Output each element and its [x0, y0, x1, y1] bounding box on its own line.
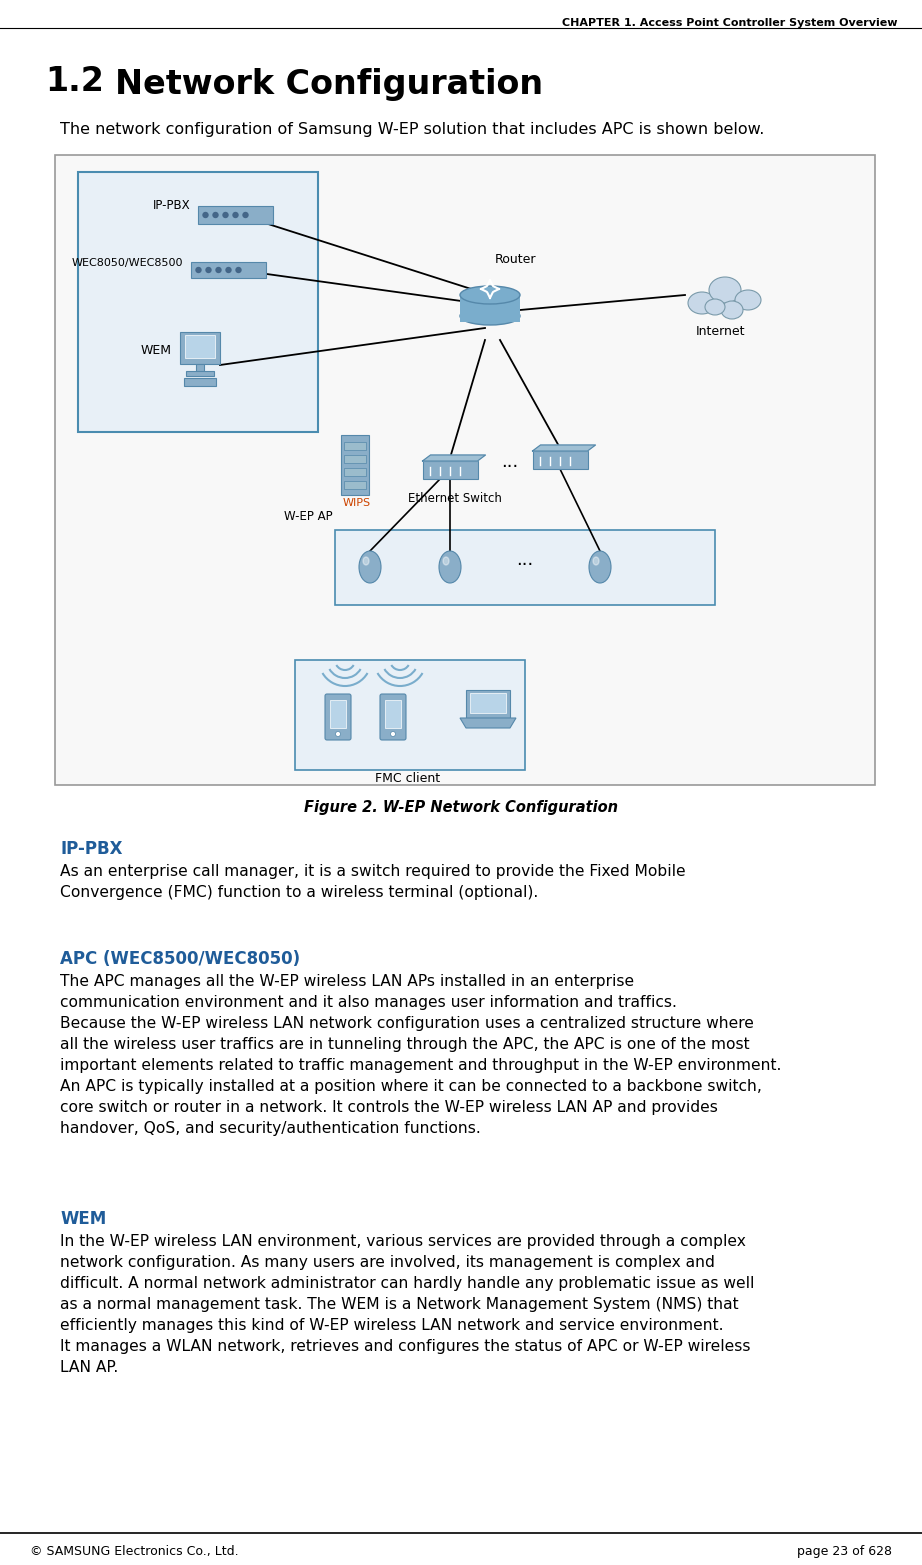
Ellipse shape: [721, 300, 743, 319]
Circle shape: [391, 731, 396, 737]
Bar: [344, 441, 366, 451]
Ellipse shape: [359, 551, 381, 584]
Circle shape: [196, 268, 201, 272]
FancyBboxPatch shape: [385, 700, 401, 728]
Text: As an enterprise call manager, it is a switch required to provide the Fixed Mobi: As an enterprise call manager, it is a s…: [60, 864, 686, 900]
Polygon shape: [533, 444, 596, 451]
Polygon shape: [460, 718, 516, 728]
Ellipse shape: [443, 557, 449, 565]
Text: Figure 2. W-EP Network Configuration: Figure 2. W-EP Network Configuration: [304, 800, 618, 815]
Text: © SAMSUNG Electronics Co., Ltd.: © SAMSUNG Electronics Co., Ltd.: [30, 1545, 239, 1559]
Text: In the W-EP wireless LAN environment, various services are provided through a co: In the W-EP wireless LAN environment, va…: [60, 1233, 754, 1376]
Bar: [186, 371, 214, 376]
FancyBboxPatch shape: [184, 379, 216, 387]
FancyBboxPatch shape: [533, 451, 587, 470]
FancyBboxPatch shape: [185, 335, 215, 358]
Bar: [196, 365, 204, 372]
FancyBboxPatch shape: [341, 435, 369, 495]
FancyBboxPatch shape: [422, 462, 478, 479]
Polygon shape: [422, 455, 486, 462]
Text: Internet: Internet: [695, 326, 745, 338]
FancyBboxPatch shape: [460, 294, 520, 322]
FancyBboxPatch shape: [470, 693, 506, 714]
Circle shape: [243, 213, 248, 218]
Ellipse shape: [705, 299, 725, 315]
Ellipse shape: [363, 557, 369, 565]
Text: ...: ...: [502, 452, 518, 471]
Ellipse shape: [709, 277, 741, 304]
Bar: [344, 480, 366, 488]
Text: ...: ...: [516, 551, 534, 570]
Text: IP-PBX: IP-PBX: [60, 840, 123, 858]
Circle shape: [236, 268, 241, 272]
Ellipse shape: [460, 307, 520, 326]
FancyBboxPatch shape: [55, 155, 875, 786]
Bar: [344, 468, 366, 476]
Circle shape: [336, 731, 340, 737]
FancyBboxPatch shape: [325, 693, 351, 740]
Text: WEC8050/WEC8500: WEC8050/WEC8500: [72, 258, 183, 268]
Text: W-EP AP: W-EP AP: [284, 510, 333, 523]
FancyBboxPatch shape: [191, 261, 266, 279]
Ellipse shape: [735, 290, 761, 310]
Text: Router: Router: [495, 254, 537, 266]
Text: Ethernet Switch: Ethernet Switch: [408, 491, 502, 505]
FancyBboxPatch shape: [295, 660, 525, 770]
Circle shape: [223, 213, 228, 218]
Ellipse shape: [688, 293, 716, 315]
Ellipse shape: [593, 557, 599, 565]
Text: FMC client: FMC client: [375, 772, 441, 786]
Circle shape: [216, 268, 221, 272]
Circle shape: [233, 213, 238, 218]
Circle shape: [206, 268, 211, 272]
Text: CHAPTER 1. Access Point Controller System Overview: CHAPTER 1. Access Point Controller Syste…: [561, 19, 897, 28]
Circle shape: [213, 213, 218, 218]
FancyBboxPatch shape: [330, 700, 346, 728]
Text: WEM: WEM: [60, 1210, 106, 1229]
Circle shape: [203, 213, 208, 218]
Text: page 23 of 628: page 23 of 628: [797, 1545, 892, 1559]
FancyBboxPatch shape: [78, 172, 318, 432]
Text: WEM: WEM: [141, 343, 172, 357]
FancyBboxPatch shape: [466, 690, 510, 718]
Text: Network Configuration: Network Configuration: [115, 67, 543, 102]
FancyBboxPatch shape: [197, 207, 273, 224]
Ellipse shape: [589, 551, 611, 584]
FancyBboxPatch shape: [180, 332, 220, 365]
Ellipse shape: [460, 286, 520, 304]
FancyBboxPatch shape: [335, 531, 715, 606]
Text: APC (WEC8500/WEC8050): APC (WEC8500/WEC8050): [60, 950, 301, 969]
FancyBboxPatch shape: [380, 693, 406, 740]
Text: WIPS: WIPS: [343, 498, 371, 509]
Ellipse shape: [439, 551, 461, 584]
Circle shape: [226, 268, 231, 272]
Text: IP-PBX: IP-PBX: [152, 199, 190, 211]
Text: 1.2: 1.2: [45, 66, 104, 99]
Bar: [344, 455, 366, 463]
Text: The network configuration of Samsung W-EP solution that includes APC is shown be: The network configuration of Samsung W-E…: [60, 122, 764, 138]
Text: The APC manages all the W-EP wireless LAN APs installed in an enterprise
communi: The APC manages all the W-EP wireless LA…: [60, 973, 781, 1136]
